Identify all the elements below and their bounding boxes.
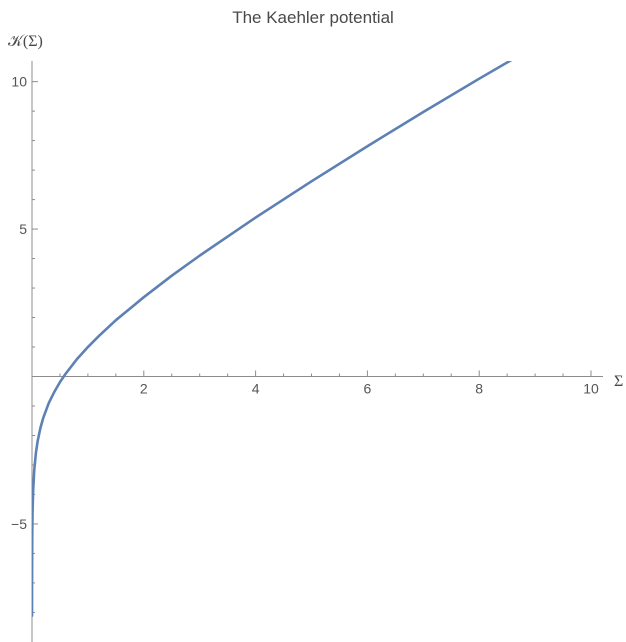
y-tick-label: −5 [11,516,27,532]
y-tick-label: 10 [11,74,27,90]
x-tick-label: 4 [252,381,260,397]
series-line [32,61,513,617]
tick-labels: 2 4 6 8 10 −5 5 10 [11,74,599,532]
series-group [32,61,513,617]
y-tick-label: 5 [19,221,27,237]
y-axis-label: 𝒦(Σ) [8,33,43,50]
chart-title: The Kaehler potential [232,8,394,27]
ticks [32,81,592,613]
axes [31,61,603,642]
x-tick-label: 10 [583,381,599,397]
x-tick-label: 2 [140,381,148,397]
x-axis-label: Σ [614,373,623,390]
x-tick-label: 6 [364,381,372,397]
x-tick-label: 8 [475,381,483,397]
